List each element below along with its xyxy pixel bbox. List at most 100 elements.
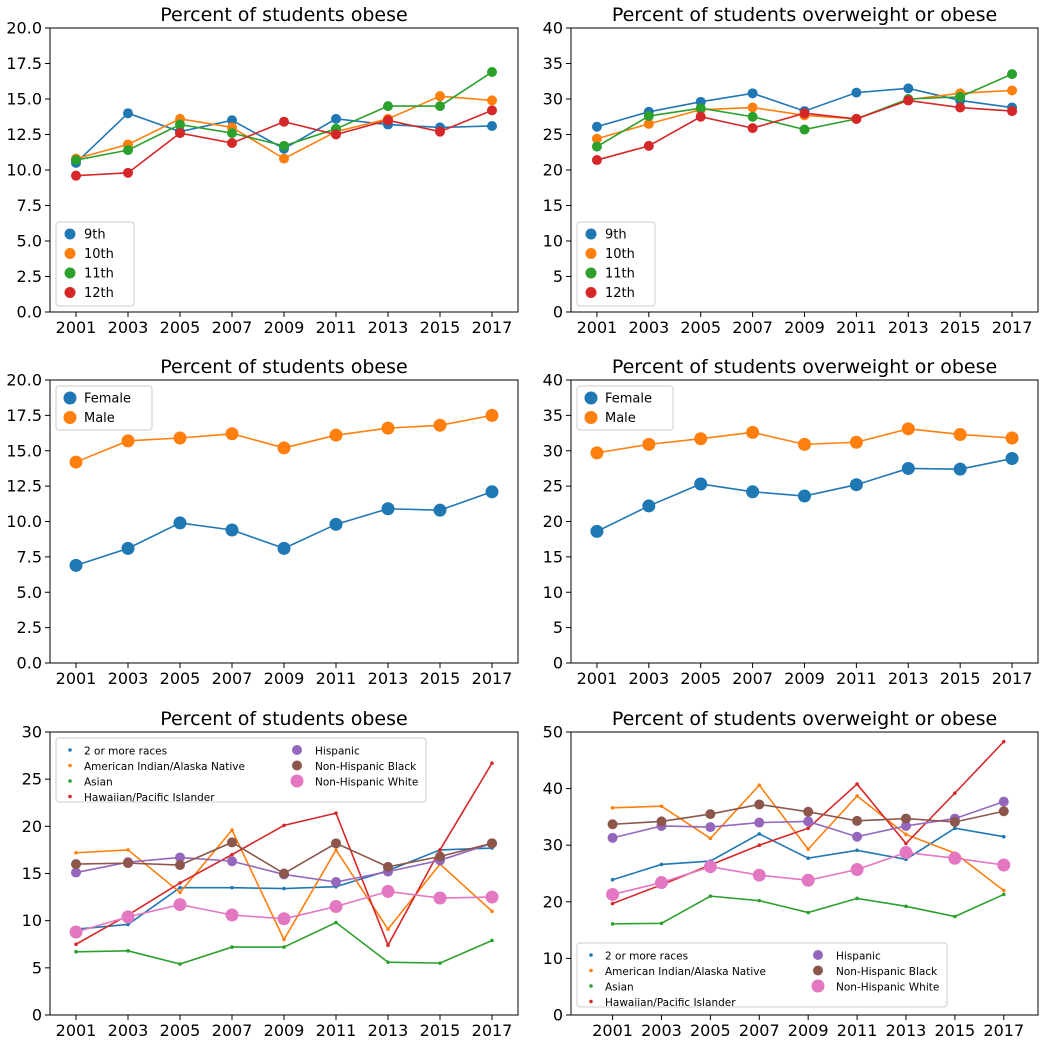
x-tick-label: 2001 bbox=[577, 669, 618, 688]
data-point bbox=[852, 815, 863, 826]
data-point bbox=[334, 811, 338, 815]
data-point bbox=[849, 478, 863, 492]
data-point bbox=[955, 91, 966, 102]
legend-marker bbox=[584, 391, 598, 405]
x-tick-label: 2015 bbox=[420, 1021, 461, 1040]
x-tick-label: 2013 bbox=[888, 669, 929, 688]
x-tick-label: 2011 bbox=[316, 318, 357, 337]
x-tick-label: 2013 bbox=[368, 1021, 409, 1040]
data-point bbox=[487, 120, 497, 131]
x-tick-label: 2017 bbox=[992, 318, 1033, 337]
data-point bbox=[747, 111, 758, 122]
legend-box bbox=[55, 737, 427, 803]
data-point bbox=[69, 558, 83, 572]
axes-frame bbox=[49, 27, 519, 313]
y-tick-label: 20 bbox=[543, 161, 563, 180]
x-tick-label: 2009 bbox=[264, 1021, 305, 1040]
legend-label: American Indian/Alaska Native bbox=[84, 761, 245, 773]
y-tick-label: 15.0 bbox=[6, 441, 42, 460]
x-tick-label: 2009 bbox=[264, 318, 305, 337]
y-tick-label: 15.0 bbox=[6, 90, 42, 109]
data-point bbox=[1005, 431, 1019, 445]
data-point bbox=[490, 761, 494, 765]
data-point bbox=[282, 945, 286, 949]
data-point bbox=[490, 938, 494, 943]
data-point bbox=[69, 455, 83, 469]
data-point bbox=[386, 943, 390, 947]
x-tick-label: 2009 bbox=[784, 318, 825, 337]
data-point bbox=[178, 881, 182, 885]
x-tick-label: 2013 bbox=[368, 318, 409, 337]
legend-box bbox=[576, 385, 674, 431]
y-tick-label: 20 bbox=[543, 892, 563, 911]
data-point bbox=[757, 898, 762, 903]
legend-box bbox=[55, 221, 135, 307]
legend-marker bbox=[63, 391, 77, 405]
y-tick-label: 40 bbox=[543, 19, 563, 38]
legend-box bbox=[576, 942, 948, 1008]
data-point bbox=[948, 851, 962, 865]
data-point bbox=[386, 927, 390, 931]
data-point bbox=[607, 832, 618, 843]
data-point bbox=[277, 912, 291, 926]
legend: Female Male bbox=[55, 385, 153, 431]
data-point bbox=[173, 898, 187, 912]
x-tick-label: 2011 bbox=[836, 318, 877, 337]
legend-marker bbox=[589, 953, 593, 957]
chart-panel-6: Percent of students overweight or obese 0… bbox=[543, 708, 1039, 1040]
chart-title: Percent of students overweight or obese bbox=[612, 356, 997, 378]
data-point bbox=[383, 115, 393, 126]
data-point bbox=[230, 945, 234, 949]
legend-label: 9th bbox=[605, 228, 627, 243]
y-tick-label: 30 bbox=[543, 441, 563, 460]
data-point bbox=[899, 846, 913, 860]
data-point bbox=[803, 806, 814, 817]
legend-label: 11th bbox=[84, 267, 114, 282]
x-tick-label: 2017 bbox=[472, 318, 513, 337]
data-point bbox=[1007, 69, 1018, 80]
x-tick-label: 2003 bbox=[108, 669, 149, 688]
data-point bbox=[757, 783, 762, 788]
series-12th bbox=[71, 105, 497, 181]
data-point bbox=[433, 503, 447, 517]
series-line-2-or-more-races bbox=[612, 827, 1004, 881]
legend: 9th 10th 11th 12th bbox=[576, 221, 656, 307]
data-point bbox=[643, 111, 654, 122]
x-tick-label: 2009 bbox=[788, 1021, 829, 1040]
x-tick-label: 2003 bbox=[108, 1021, 149, 1040]
data-point bbox=[591, 155, 602, 166]
data-point bbox=[806, 826, 810, 831]
data-point bbox=[74, 850, 78, 855]
y-tick-label: 5 bbox=[553, 267, 563, 286]
data-point bbox=[606, 887, 620, 901]
data-point bbox=[334, 848, 338, 852]
legend-label: Non-Hispanic Black bbox=[836, 966, 938, 978]
data-point bbox=[904, 904, 908, 909]
legend-marker bbox=[585, 248, 597, 259]
data-point bbox=[123, 167, 133, 178]
legend-marker bbox=[63, 411, 77, 424]
series-non-hispanic-black bbox=[607, 799, 1009, 830]
series-line-asian bbox=[75, 921, 493, 965]
data-point bbox=[746, 425, 760, 439]
data-point bbox=[279, 868, 289, 879]
chart-panel-5: Percent of students obese 0 5 10 15 20 25 30 200… bbox=[22, 708, 519, 1040]
series-line-asian bbox=[612, 893, 1005, 925]
data-point bbox=[435, 101, 445, 112]
data-point bbox=[801, 873, 815, 887]
data-point bbox=[381, 421, 395, 435]
x-tick-label: 2015 bbox=[940, 318, 981, 337]
legend-label: Male bbox=[84, 411, 115, 426]
y-tick-label: 35 bbox=[543, 54, 563, 73]
data-point bbox=[855, 782, 859, 786]
data-point bbox=[746, 485, 760, 499]
data-point bbox=[1007, 85, 1018, 96]
data-point bbox=[74, 949, 78, 954]
series-2-or-more-races bbox=[610, 826, 1006, 882]
legend: 2 or more races American Indian/Alaska Na… bbox=[576, 942, 948, 1009]
x-tick-label: 2005 bbox=[160, 669, 201, 688]
data-point bbox=[433, 418, 447, 432]
y-tick-label: 17.5 bbox=[6, 54, 42, 73]
data-point bbox=[225, 908, 239, 922]
y-tick-label: 35 bbox=[543, 406, 563, 425]
